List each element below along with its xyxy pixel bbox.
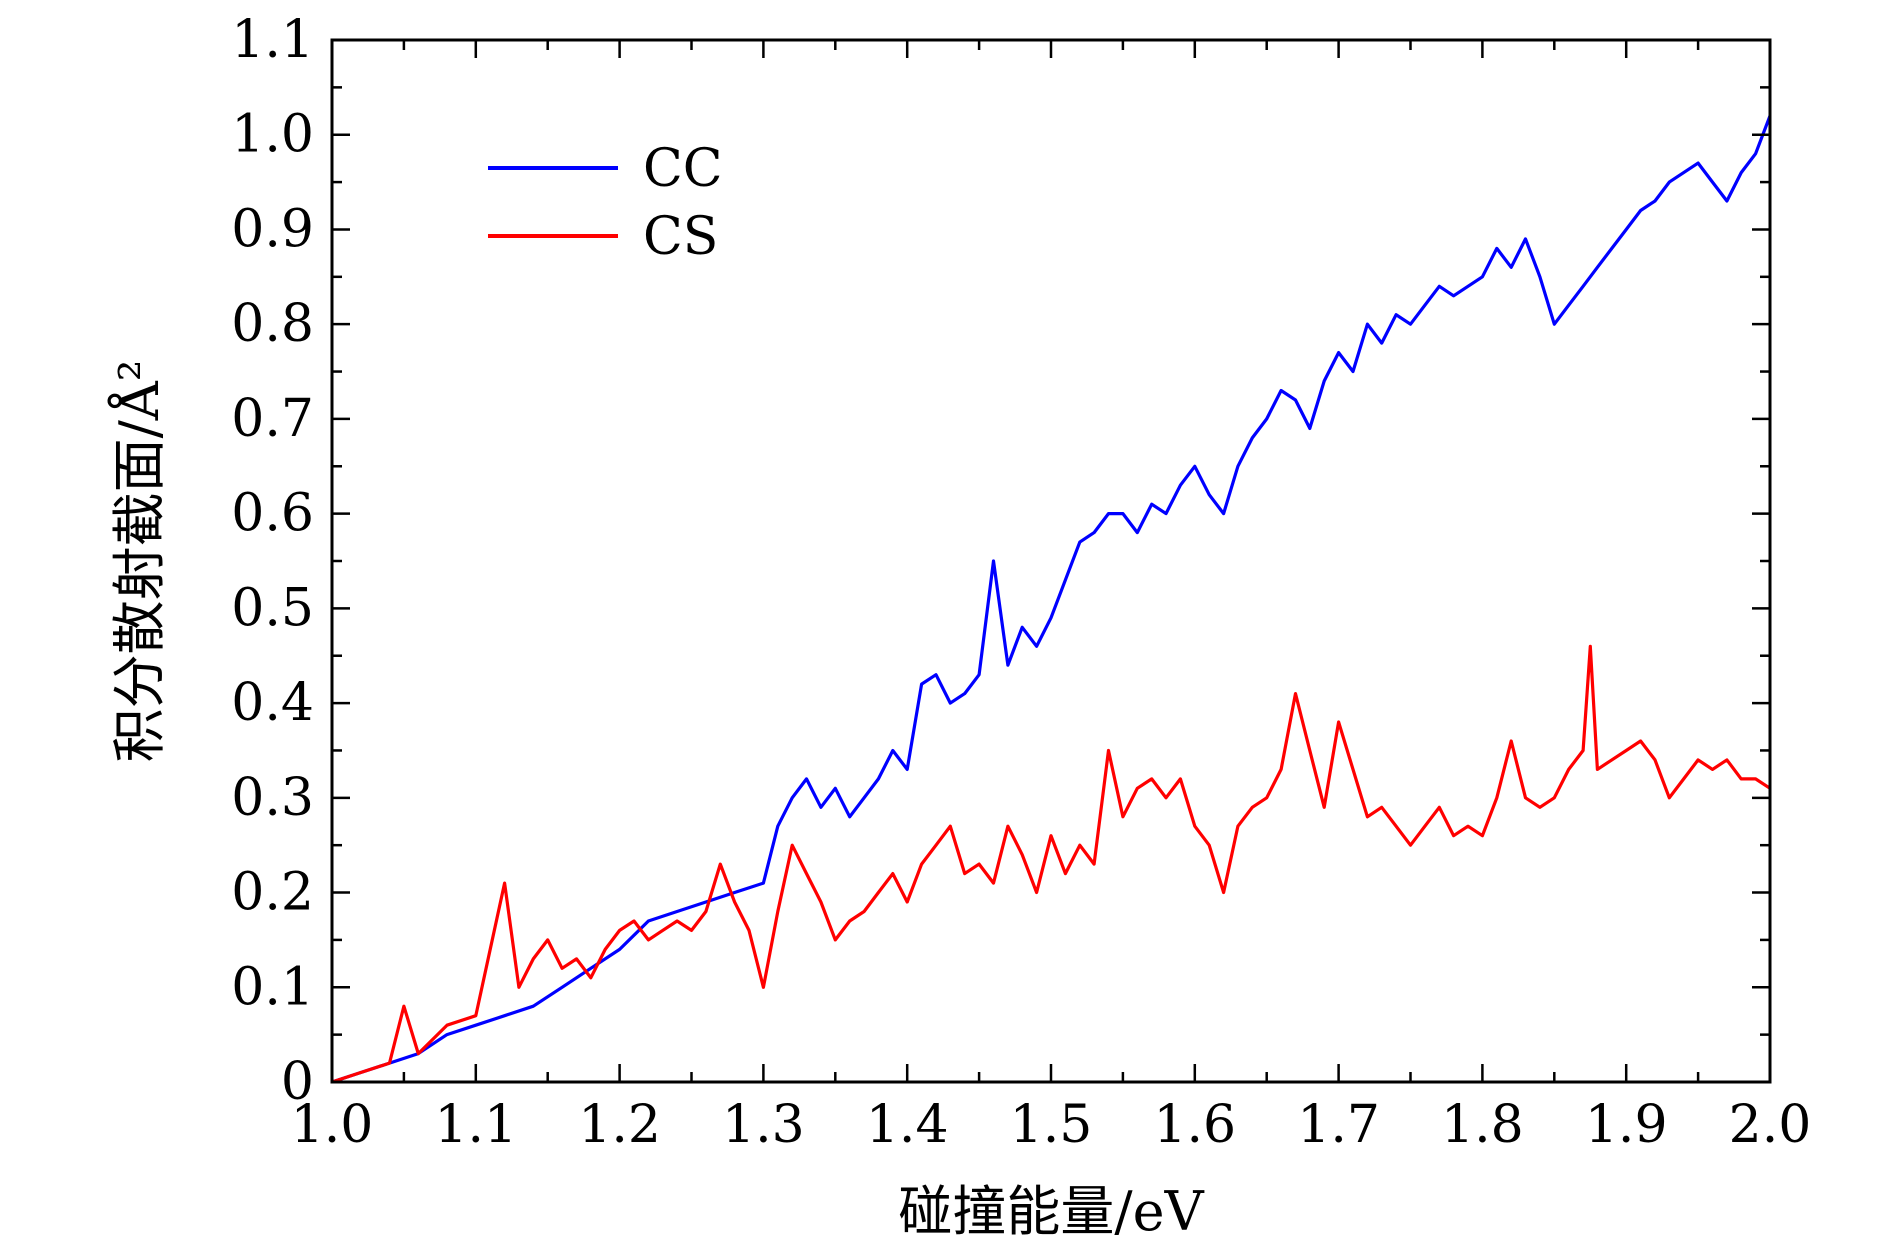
legend: CC CS [488, 139, 723, 267]
y-tick-label: 0.8 [231, 294, 314, 354]
x-tick-label: 1.2 [578, 1095, 661, 1155]
y-tick-label: 0.6 [231, 484, 314, 544]
x-tick-label: 1.1 [434, 1095, 517, 1155]
x-tick-label: 1.4 [866, 1095, 949, 1155]
y-tick-label: 0.3 [231, 768, 314, 828]
y-tick-label: 0.5 [231, 578, 314, 638]
x-tick-labels: 1.0 1.1 1.2 1.3 1.4 1.5 1.6 1.7 1.8 1.9 2.0 [291, 1095, 1812, 1155]
y-tick-label: 1.1 [231, 10, 314, 70]
y-tick-label: 0.7 [231, 389, 314, 449]
plot-frame [330, 38, 1772, 1084]
x-tick-label: 1.8 [1441, 1095, 1524, 1155]
series-line-cc [331, 115, 1772, 1084]
x-tick-label: 2.0 [1729, 1095, 1812, 1155]
y-axis-title: 积分散射截面/Å² [106, 360, 171, 763]
x-tick-label: 1.3 [722, 1095, 805, 1155]
series-line-cs [331, 644, 1771, 1084]
y-tick-label: 0.2 [231, 863, 314, 923]
x-tick-label: 1.9 [1585, 1095, 1668, 1155]
series-layer [331, 115, 1772, 1084]
x-tick-label: 1.6 [1153, 1095, 1236, 1155]
x-tick-label: 1.5 [1010, 1095, 1093, 1155]
y-tick-label: 0.9 [231, 199, 314, 259]
y-tick-label: 1.0 [231, 105, 314, 165]
x-tick-label: 1.0 [291, 1095, 374, 1155]
y-tick-label: 0.4 [231, 673, 314, 733]
y-tick-labels: 0 0.1 0.2 0.3 0.4 0.5 0.6 0.7 0.8 0.9 1.0 1.1 [231, 10, 314, 1112]
x-axis-title: 碰撞能量/eV [898, 1180, 1204, 1243]
y-tick-label: 0.1 [231, 957, 314, 1017]
y-tick-label: 0 [281, 1052, 314, 1112]
legend-label-cs: CS [643, 207, 718, 267]
legend-label-cc: CC [643, 139, 723, 199]
x-tick-label: 1.7 [1297, 1095, 1380, 1155]
